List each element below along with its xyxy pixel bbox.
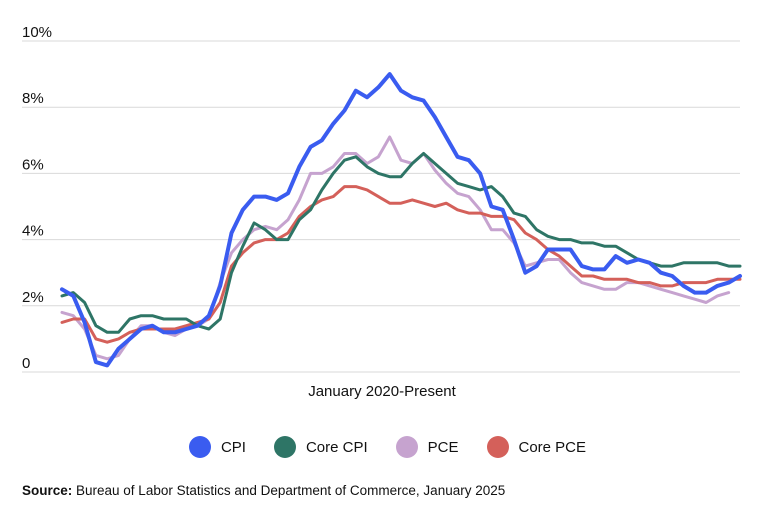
legend-swatch-icon (273, 436, 296, 458)
legend-swatch-icon (395, 436, 418, 458)
series-line-core-pce (60, 185, 742, 344)
source-note: Source: Bureau of Labor Statistics and D… (22, 483, 505, 498)
series-line-pce (60, 135, 731, 361)
y-tick-label: 6% (22, 156, 44, 173)
legend-item: Core PCE (486, 436, 587, 458)
legend-item: Core CPI (273, 436, 368, 458)
legend-label: Core PCE (518, 438, 587, 456)
source-text: Bureau of Labor Statistics and Departmen… (72, 483, 506, 498)
legend-item: CPI (188, 436, 246, 458)
legend-label: PCE (427, 438, 459, 456)
legend-label: CPI (220, 438, 246, 456)
gridlines (22, 40, 740, 373)
legend-item: PCE (395, 436, 459, 458)
legend-label: Core CPI (305, 438, 368, 456)
series-lines (60, 72, 742, 368)
y-tick-label: 0 (22, 355, 30, 372)
y-tick-label: 8% (22, 90, 44, 107)
y-tick-label: 2% (22, 289, 44, 306)
y-tick-label: 10% (22, 24, 52, 41)
chart-legend: CPI Core CPI PCE Core PCE (0, 436, 775, 458)
x-axis-label: January 2020-Present (308, 383, 456, 400)
source-label: Source: (22, 483, 73, 498)
y-tick-label: 4% (22, 223, 44, 240)
legend-swatch-icon (486, 436, 509, 458)
series-line-cpi (60, 72, 742, 368)
legend-swatch-icon (188, 436, 211, 458)
inflation-line-chart: 0 2% 4% 6% 8% 10% January 2020-Present (22, 24, 742, 400)
y-axis-tick-labels: 0 2% 4% 6% 8% 10% (22, 24, 52, 372)
series-line-core-cpi (60, 152, 742, 334)
